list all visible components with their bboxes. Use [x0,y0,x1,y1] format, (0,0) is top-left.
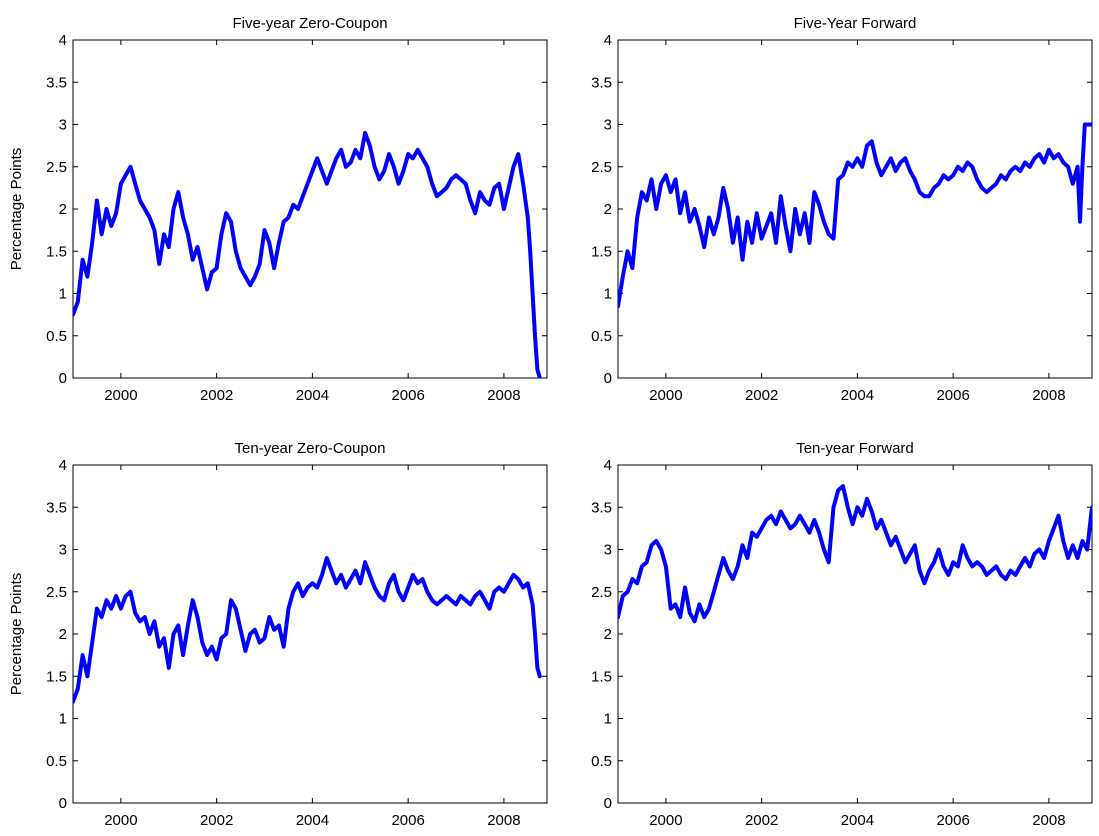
x-tick-label: 2004 [296,387,329,404]
x-tick-label: 2000 [104,812,137,829]
series-line [618,122,1092,309]
series-line [618,484,1092,624]
y-tick-label: 0.5 [591,753,612,770]
y-tick-label: 1.5 [591,243,612,260]
x-tick-label: 2004 [841,812,874,829]
chart-title: Five-Year Forward [794,15,917,32]
y-axis-label: Percentage Points [8,148,25,271]
y-tick-label: 2.5 [46,584,67,601]
plot-frame [72,39,548,379]
y-tick-label: 4 [604,457,612,474]
y-tick-label: 0 [59,370,67,387]
y-tick-label: 3 [59,542,67,559]
y-tick-label: 3.5 [46,74,67,91]
y-tick-label: 1.5 [46,243,67,260]
x-tick-label: 2004 [296,812,329,829]
y-tick-label: 2 [604,201,612,218]
y-tick-label: 3.5 [46,499,67,516]
subplot-1: Five-year Zero-Coupon Percentage Points 0 0… [8,15,548,404]
y-tick-label: 2 [59,626,67,643]
y-tick-label: 0.5 [591,328,612,345]
y-tick-label: 1.5 [46,668,67,685]
x-tick-label: 2004 [841,387,874,404]
y-tick-label: 2.5 [591,159,612,176]
y-tick-label: 0 [604,795,612,812]
y-tick-label: 1 [604,286,612,303]
subplot-2: Five-Year Forward 0 0.5 1 1.5 2 2.5 3 3.5 4 2000 20… [591,15,1093,404]
y-axis-label: Percentage Points [8,573,25,696]
y-tick-label: 0 [604,370,612,387]
x-tick-label: 2000 [649,387,682,404]
x-tick-label: 2000 [104,387,137,404]
x-tick-label: 2006 [936,812,969,829]
y-tick-label: 4 [59,32,67,49]
y-tick-label: 4 [604,32,612,49]
y-tick-label: 2.5 [46,159,67,176]
chart-title: Five-year Zero-Coupon [232,15,387,32]
x-tick-label: 2002 [200,812,233,829]
x-tick-label: 2008 [487,387,520,404]
plot-frame [72,464,548,804]
x-tick-label: 2006 [936,387,969,404]
series-line [73,131,542,378]
chart-title: Ten-year Forward [796,440,914,457]
y-tick-label: 2 [604,626,612,643]
y-tick-label: 1 [59,286,67,303]
plot-frame [617,39,1093,379]
x-tick-label: 2002 [745,812,778,829]
y-tick-label: 3.5 [591,74,612,91]
subplot-3: Ten-year Zero-Coupon Percentage Points 0 0.… [8,440,548,829]
y-tick-label: 3.5 [591,499,612,516]
x-tick-label: 2008 [487,812,520,829]
y-tick-label: 2 [59,201,67,218]
y-tick-label: 0.5 [46,753,67,770]
y-tick-label: 1 [604,711,612,728]
x-tick-label: 2008 [1032,387,1065,404]
x-tick-label: 2008 [1032,812,1065,829]
y-tick-label: 1.5 [591,668,612,685]
x-tick-label: 2002 [200,387,233,404]
y-tick-label: 3 [604,117,612,134]
series-line [73,556,542,704]
x-tick-label: 2002 [745,387,778,404]
y-tick-label: 3 [604,542,612,559]
subplot-4: Ten-year Forward 0 0.5 1 1.5 2 2.5 3 3.5 4 2000 200… [591,440,1093,829]
y-tick-label: 0.5 [46,328,67,345]
x-tick-label: 2000 [649,812,682,829]
y-tick-label: 3 [59,117,67,134]
y-tick-label: 4 [59,457,67,474]
y-tick-label: 1 [59,711,67,728]
chart-title: Ten-year Zero-Coupon [235,440,386,457]
x-tick-label: 2006 [391,387,424,404]
y-tick-label: 0 [59,795,67,812]
y-tick-label: 2.5 [591,584,612,601]
x-tick-label: 2006 [391,812,424,829]
